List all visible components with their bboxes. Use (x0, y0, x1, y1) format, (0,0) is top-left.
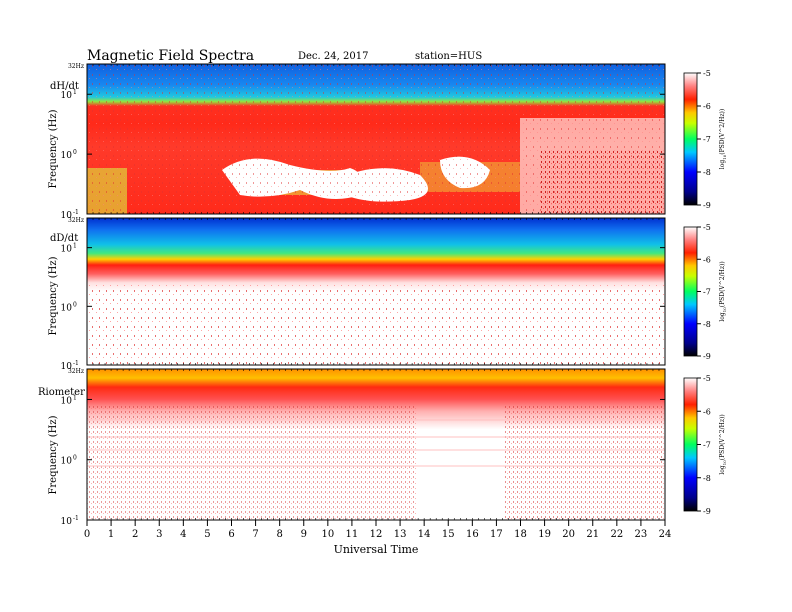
x-tick-label: 17 (490, 529, 503, 540)
x-tick-label: 20 (562, 529, 575, 540)
x-tick-label: 5 (204, 529, 210, 540)
svg-text:10: 10 (61, 211, 73, 221)
x-tick-label: 0 (84, 529, 90, 540)
colorbar-tick: -6 (703, 407, 711, 416)
svg-text:-1: -1 (73, 515, 79, 522)
x-tick-label: 12 (370, 529, 383, 540)
panel-2-label: dD/dt (50, 233, 78, 244)
svg-text:0: 0 (73, 455, 77, 462)
station-label: station=HUS (415, 51, 482, 62)
y-tick-0-1: 10 0 (61, 149, 665, 161)
svg-text:1: 1 (73, 394, 77, 401)
panel-riometer (86, 368, 666, 521)
x-tick-label: 9 (301, 529, 307, 540)
colorbar-tick: -6 (703, 255, 711, 264)
svg-text:10: 10 (61, 91, 73, 101)
panel-1-label: dH/dt (50, 81, 79, 92)
y-tick-1-0: 10 1 (61, 243, 665, 255)
x-tick-label: 11 (346, 529, 359, 540)
x-tick-label: 4 (180, 529, 186, 540)
colorbar-tick: -7 (703, 135, 711, 144)
svg-text:1: 1 (73, 243, 77, 250)
x-tick-label: 1 (108, 529, 114, 540)
colorbar-label: log10(PSD(V^2/Hz)) (719, 261, 727, 321)
x-tick-label: 7 (252, 529, 258, 540)
x-tick-label: 18 (514, 529, 527, 540)
colorbar-tick: -9 (703, 352, 711, 361)
x-tick-label: 23 (635, 529, 648, 540)
colorbar-tick: -7 (703, 288, 711, 297)
colorbar-tick: -8 (703, 474, 711, 483)
x-tick-label: 10 (321, 529, 334, 540)
svg-text:-1: -1 (73, 209, 79, 216)
colorbar-label: log10(PSD(V^2/Hz)) (719, 414, 727, 474)
colorbar-tick: -5 (703, 69, 711, 78)
y-tick-2-2: 10 -1 (61, 515, 665, 527)
panel-1-ylabel: Frequency (Hz) (48, 109, 59, 188)
x-tick-label: 13 (394, 529, 407, 540)
colorbars: -5 -6 -7 -8 -9 log10(PSD(V^2/Hz)) -5 -6 -7 -8 -9 lo… (683, 69, 727, 516)
y-tick-2-1: 10 0 (61, 455, 665, 467)
panel-dh-dt (86, 63, 666, 215)
date-label: Dec. 24, 2017 (298, 51, 368, 62)
colorbar-1: -5 -6 -7 -8 -9 log10(PSD(V^2/Hz)) (683, 223, 727, 361)
y-tick-2-0: 10 1 (61, 394, 665, 406)
panel-3-top-label: 32Hz (68, 368, 84, 375)
colorbar-tick: -5 (703, 374, 711, 383)
svg-text:10: 10 (61, 362, 73, 372)
x-tick-label: 6 (228, 529, 234, 540)
panel-2-top-label: 32Hz (68, 217, 84, 224)
y-tick-labels: 10 110 010 -110 110 010 -110 110 010 -1 (61, 64, 666, 527)
panel-3-label: Riometer (38, 387, 85, 398)
x-tick-label: 8 (276, 529, 282, 540)
x-tick-label: 19 (538, 529, 551, 540)
x-tick-label: 2 (132, 529, 138, 540)
colorbar-tick: -9 (703, 507, 711, 516)
svg-text:-1: -1 (73, 360, 79, 367)
svg-text:0: 0 (73, 301, 77, 308)
x-tick-label: 24 (659, 529, 672, 540)
x-axis: 0 1 2 3 4 5 6 7 8 9 10 11 12 13 14 15 16 17 18 19 20 21 22 23 24 (84, 520, 672, 540)
colorbar-label: log10(PSD(V^2/Hz)) (719, 109, 727, 169)
panel-2-ylabel: Frequency (Hz) (48, 256, 59, 335)
y-tick-1-2: 10 -1 (61, 360, 665, 372)
panel-1-top-label: 32Hz (68, 63, 84, 70)
colorbar-tick: -8 (703, 168, 711, 177)
colorbar-0: -5 -6 -7 -8 -9 log10(PSD(V^2/Hz)) (683, 69, 727, 210)
svg-text:1: 1 (73, 89, 77, 96)
svg-text:10: 10 (61, 517, 73, 527)
x-tick-label: 3 (156, 529, 162, 540)
svg-text:10: 10 (61, 245, 73, 255)
x-tick-label: 21 (586, 529, 599, 540)
y-tick-0-0: 10 1 (61, 89, 665, 101)
colorbar-tick: -9 (703, 201, 711, 210)
x-tick-label: 15 (442, 529, 455, 540)
x-tick-label: 14 (418, 529, 431, 540)
x-axis-label: Universal Time (334, 543, 419, 556)
colorbar-2: -5 -6 -7 -8 -9 log10(PSD(V^2/Hz)) (683, 374, 727, 516)
figure-title: Magnetic Field Spectra (87, 48, 254, 64)
x-tick-label: 16 (466, 529, 479, 540)
svg-text:10: 10 (61, 303, 73, 313)
svg-text:0: 0 (73, 149, 77, 156)
panel-dd-dt (86, 217, 666, 366)
x-tick-label: 22 (610, 529, 623, 540)
svg-text:10: 10 (61, 457, 73, 467)
y-tick-0-2: 10 -1 (61, 209, 665, 221)
colorbar-tick: -6 (703, 102, 711, 111)
colorbar-tick: -7 (703, 441, 711, 450)
y-tick-1-1: 10 0 (61, 301, 665, 313)
colorbar-tick: -5 (703, 223, 711, 232)
svg-text:10: 10 (61, 151, 73, 161)
colorbar-tick: -8 (703, 320, 711, 329)
panel-3-ylabel: Frequency (Hz) (48, 415, 59, 494)
svg-text:10: 10 (61, 396, 73, 406)
